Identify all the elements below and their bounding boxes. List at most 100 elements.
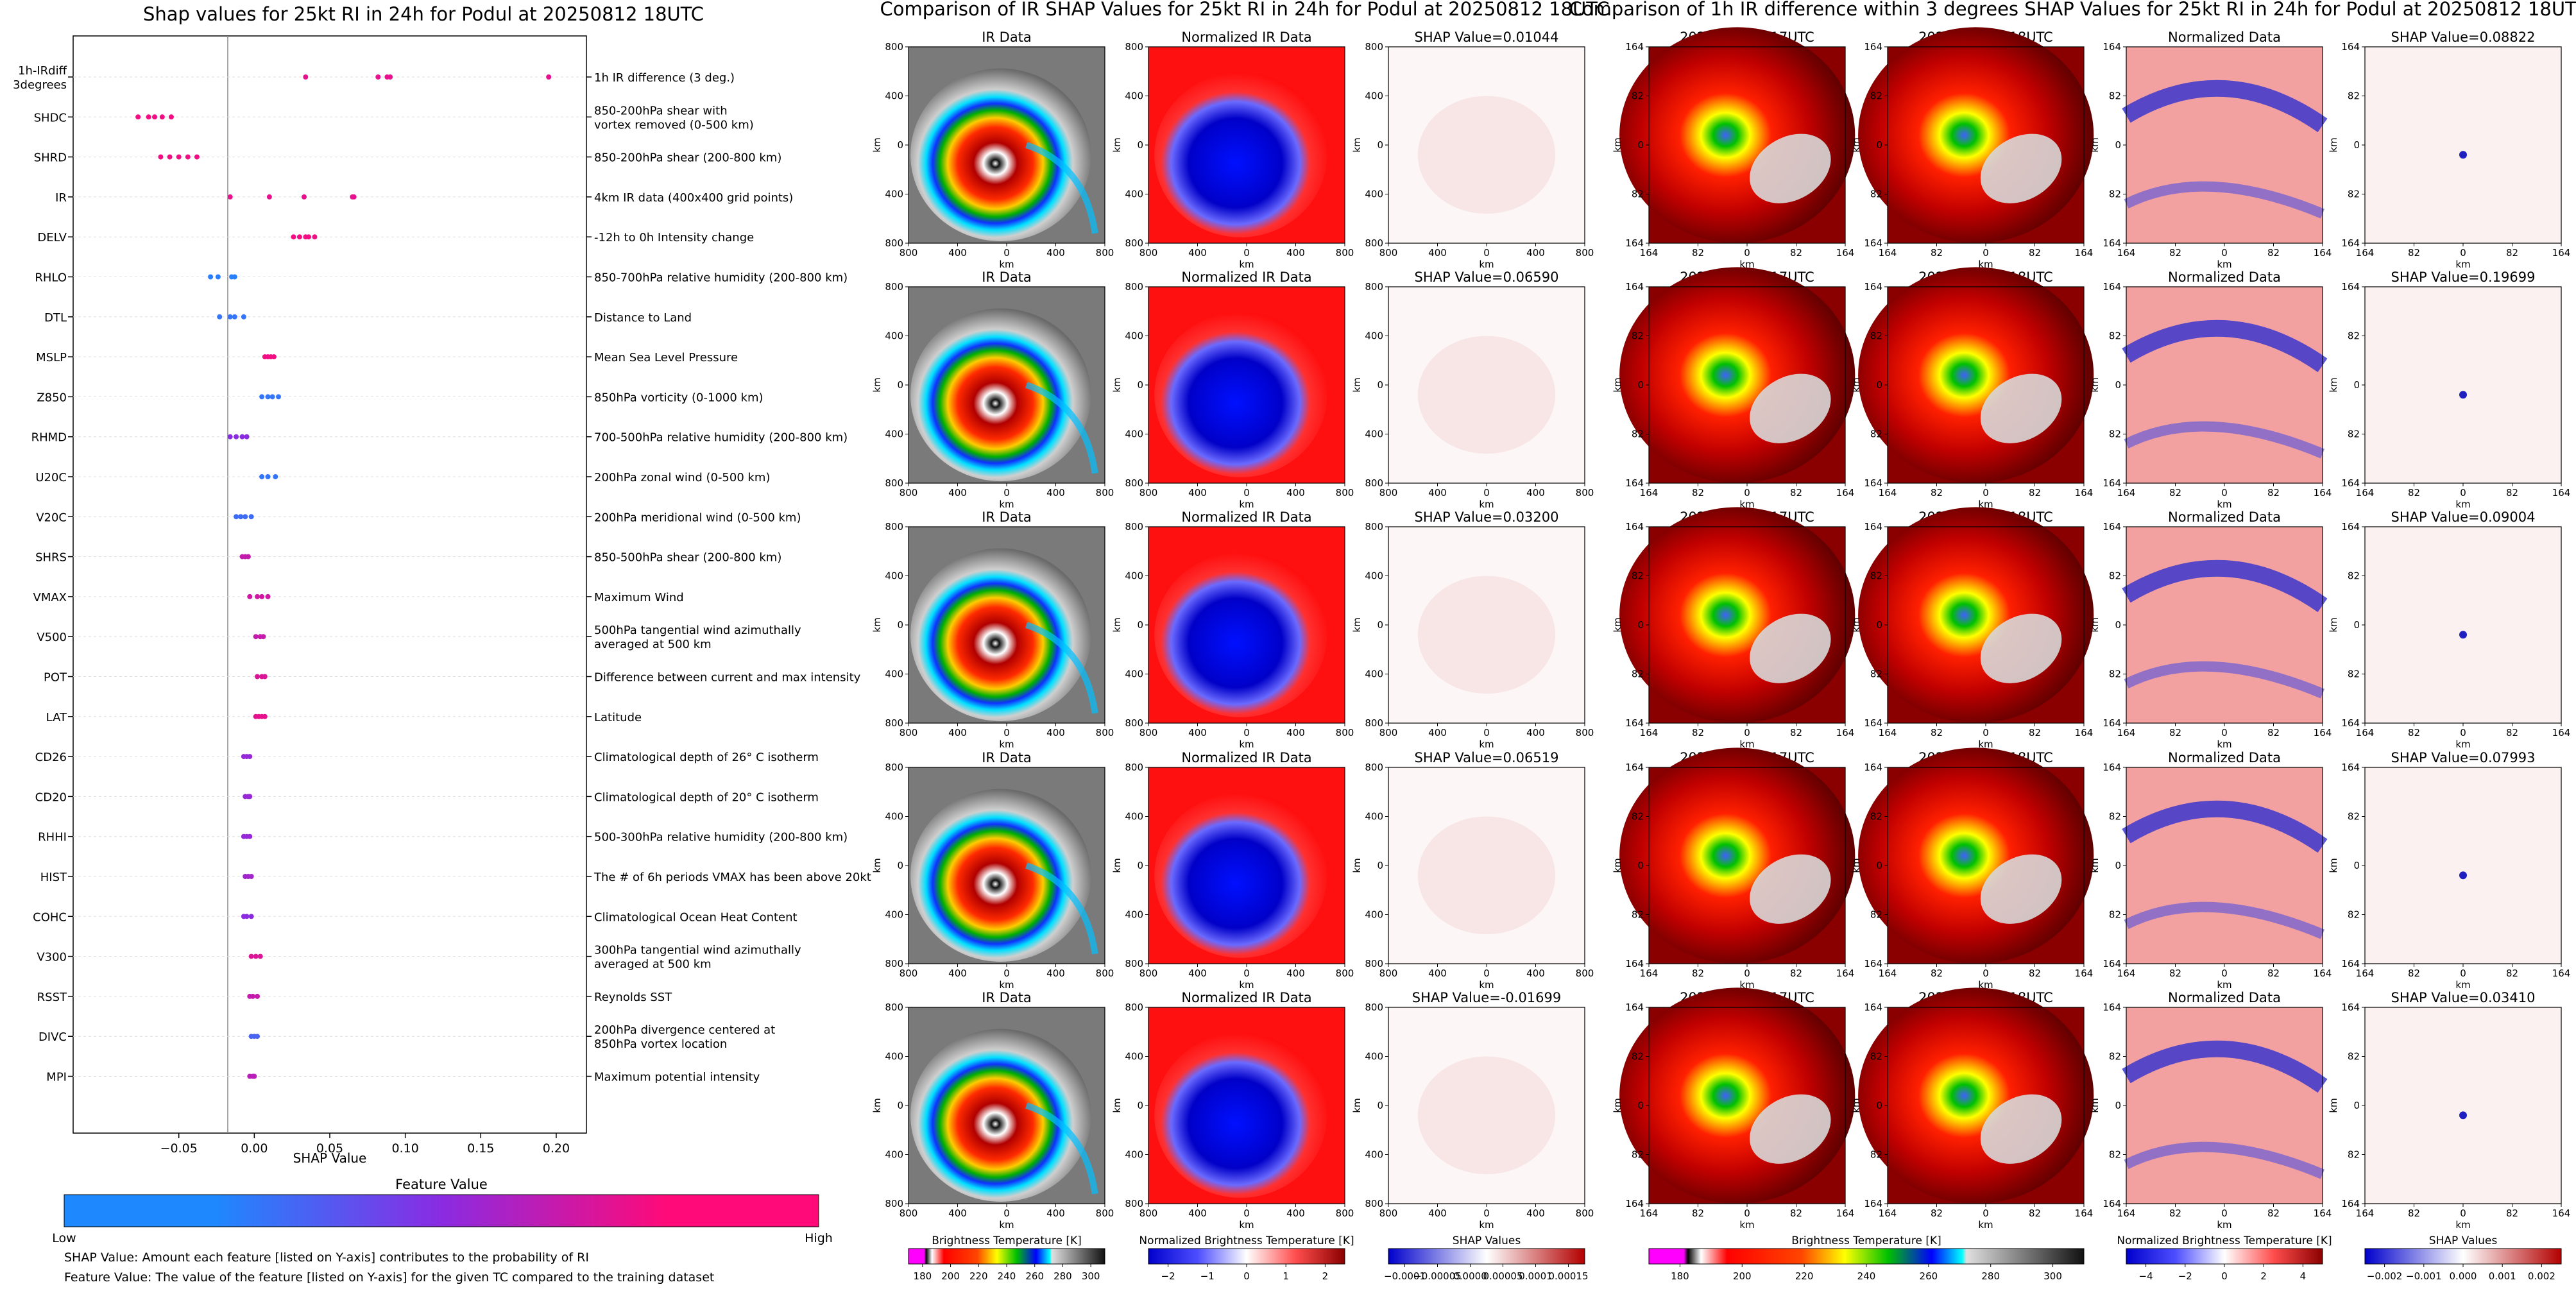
ir-spiral-band <box>1025 862 1098 955</box>
shap-point <box>388 74 393 80</box>
image-x-tick-label: 400 <box>948 727 967 738</box>
image-y-tick-label: 400 <box>1125 669 1143 680</box>
image-x-tick-label: 164 <box>1640 727 1659 738</box>
dshap-hotspot <box>2459 151 2467 159</box>
image-y-tick-label: 82 <box>1632 429 1644 440</box>
image-colorbar-label: SHAP Values <box>1453 1234 1521 1247</box>
image-y-tick-label: 0 <box>2353 379 2360 391</box>
image-y-tick-label: 0 <box>2353 1100 2360 1111</box>
image-y-tick-label: 164 <box>2103 762 2121 773</box>
image-x-axis-label: km <box>1239 738 1254 750</box>
shap-point <box>265 474 271 479</box>
image-x-tick-label: 0 <box>1744 1208 1750 1219</box>
tb-storm-image <box>1619 987 1855 1204</box>
image-y-tick-label: 400 <box>1365 909 1383 921</box>
feature-value-gradient <box>64 1194 819 1227</box>
ndiff-image-background <box>2126 767 2323 964</box>
image-y-tick-label: 800 <box>1365 1002 1383 1013</box>
image-panel: 20250812 at 17UTC1648208216416482082164k… <box>1612 747 1855 991</box>
image-y-axis-label: km <box>2328 617 2339 632</box>
image-y-tick-label: 164 <box>1625 237 1644 249</box>
shap-point <box>255 674 260 679</box>
image-y-tick-label: 82 <box>1632 811 1644 823</box>
image-y-axis-label: km <box>1850 858 1862 873</box>
image-panel-title: Normalized Data <box>2168 509 2281 525</box>
image-y-tick-label: 164 <box>2103 521 2121 533</box>
tb-cold-cloud <box>1980 133 2062 203</box>
image-y-tick-label: 164 <box>1625 958 1644 969</box>
shap-point <box>259 474 265 479</box>
image-x-tick-label: 800 <box>1379 247 1398 259</box>
image-x-tick-label: 400 <box>1046 968 1065 979</box>
image-y-tick-label: 0 <box>1876 139 1882 151</box>
image-y-axis-label: km <box>1850 377 1862 392</box>
shap-point <box>247 593 253 599</box>
image-colorbar-tick-label: 0.00015 <box>1548 1270 1588 1282</box>
image-colorbar-tick-label: −2 <box>2178 1270 2192 1282</box>
shap-point <box>269 394 275 400</box>
image-x-tick-label: 164 <box>2552 727 2571 738</box>
image-x-tick-label: 164 <box>2314 727 2332 738</box>
image-x-tick-label: 164 <box>2314 968 2332 979</box>
shap-point <box>291 234 296 240</box>
image-y-axis-label: km <box>1850 137 1862 152</box>
shap-feature-label: U20C <box>35 471 67 484</box>
image-x-tick-label: 800 <box>1336 1208 1354 1219</box>
image-x-tick-label: 0 <box>1003 727 1010 738</box>
image-y-tick-label: 800 <box>885 41 903 53</box>
image-y-tick-label: 800 <box>885 958 903 969</box>
image-x-tick-label: 82 <box>2408 727 2420 738</box>
image-x-axis-label: km <box>1978 738 1993 750</box>
image-x-tick-label: 0 <box>2221 487 2228 499</box>
shap-point <box>255 593 260 599</box>
tb-storm-image <box>1858 987 2094 1204</box>
image-x-tick-label: 400 <box>948 968 967 979</box>
image-y-tick-label: 164 <box>2341 1002 2360 1013</box>
image-x-axis-label: km <box>2455 499 2470 510</box>
image-colorbar-tick-label: 280 <box>1981 1270 2000 1282</box>
dshap-image-background <box>2365 47 2561 243</box>
image-colorbar-tick-label: 0.00005 <box>1483 1270 1523 1282</box>
image-panel: 20250812 at 18UTC1648208216416482082164k… <box>1850 27 2094 270</box>
norm-storm-image <box>1154 792 1327 958</box>
image-y-tick-label: 82 <box>2109 570 2121 582</box>
image-x-tick-label: 164 <box>1879 247 1897 259</box>
image-y-tick-label: 400 <box>1125 811 1143 823</box>
image-x-tick-label: 0 <box>2460 727 2466 738</box>
image-colorbar-tick-label: 260 <box>1920 1270 1938 1282</box>
tb-cold-cloud <box>1980 373 2062 443</box>
image-y-tick-label: 0 <box>897 1100 903 1111</box>
shap-feature-label: RSST <box>37 991 67 1004</box>
image-y-tick-label: 164 <box>1625 477 1644 489</box>
image-y-tick-label: 82 <box>2348 811 2360 823</box>
image-y-axis-label: km <box>1111 137 1123 152</box>
image-x-tick-label: 164 <box>1836 247 1855 259</box>
image-panel-title: Normalized IR Data <box>1181 30 1311 45</box>
image-x-tick-label: 82 <box>1931 247 1943 259</box>
shap-feature-description: 850hPa vortex location <box>594 1037 727 1051</box>
shap-point <box>375 74 381 80</box>
image-x-tick-label: 164 <box>2552 1208 2571 1219</box>
image-y-tick-label: 0 <box>2115 139 2121 151</box>
image-colorbar-tick-label: 0.0000 <box>1453 1270 1487 1282</box>
image-y-tick-label: 82 <box>1632 1149 1644 1161</box>
image-x-tick-label: 0 <box>2460 968 2466 979</box>
image-x-tick-label: 800 <box>900 487 918 499</box>
image-x-tick-label: 800 <box>1139 1208 1158 1219</box>
image-y-tick-label: 400 <box>1125 429 1143 440</box>
image-y-axis-label: km <box>1612 617 1623 632</box>
image-x-tick-label: 164 <box>2117 968 2136 979</box>
image-y-tick-label: 164 <box>2103 1002 2121 1013</box>
image-y-tick-label: 164 <box>2341 1198 2360 1209</box>
image-x-axis-label: km <box>2217 1219 2231 1231</box>
image-y-tick-label: 82 <box>2348 669 2360 680</box>
image-y-axis-label: km <box>871 858 883 873</box>
image-y-tick-label: 800 <box>1365 1198 1383 1209</box>
